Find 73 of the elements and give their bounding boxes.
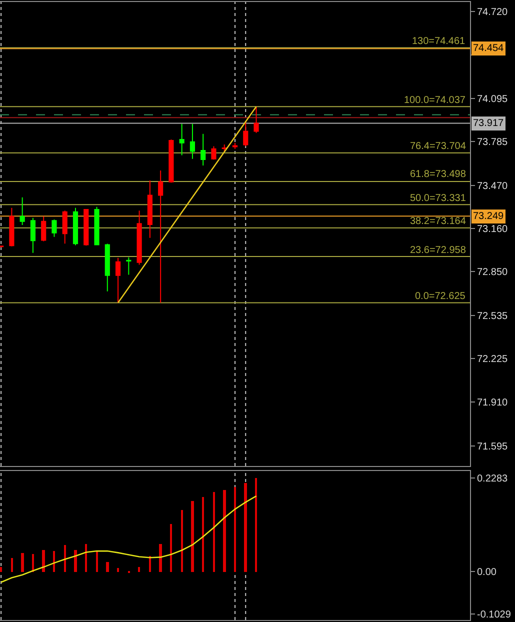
candlestick — [222, 144, 227, 152]
bar — [234, 487, 236, 572]
candlestick — [115, 257, 121, 304]
ref-line-label: 74.454 — [473, 43, 504, 54]
candlestick — [20, 196, 25, 226]
bar — [255, 478, 257, 572]
bar — [202, 497, 204, 572]
ref-line-label: 73.917 — [473, 118, 504, 129]
y-tick-label: 72.535 — [477, 310, 508, 322]
annotation: 38.2=73.164 — [410, 216, 466, 227]
bar — [0, 567, 2, 572]
candlestick — [200, 133, 206, 166]
bar — [53, 551, 55, 572]
candlestick — [158, 170, 164, 304]
candlestick — [84, 208, 89, 246]
bar — [74, 550, 77, 572]
bar — [106, 562, 109, 572]
bar — [85, 544, 87, 572]
bar — [149, 556, 151, 572]
y-tick-label: 0.2283 — [477, 473, 508, 484]
y-tick-label: 73.160 — [477, 224, 508, 235]
annotation: 0.0=72.625 — [415, 291, 466, 302]
candlestick — [72, 207, 78, 246]
annotation: 61.8=73.498 — [410, 169, 466, 180]
y-tick-label: 0.00 — [477, 567, 497, 578]
candlestick — [243, 121, 248, 147]
annotation: 50.0=73.331 — [410, 193, 466, 204]
candlestick — [104, 243, 110, 292]
annotation: 23.6=72.958 — [410, 245, 466, 256]
candlestick — [211, 146, 216, 160]
candlestick — [94, 206, 100, 246]
candlestick — [147, 180, 152, 238]
bar — [32, 554, 34, 572]
bar — [181, 510, 183, 572]
candlestick — [52, 219, 57, 238]
candlestick — [41, 216, 46, 242]
y-tick-label: 71.595 — [477, 441, 508, 452]
candlestick — [62, 210, 68, 244]
bar — [170, 524, 172, 572]
candlestick — [254, 106, 259, 134]
bar — [213, 492, 215, 572]
y-tick-label: 73.785 — [477, 137, 508, 148]
bar — [244, 483, 247, 572]
bar — [159, 544, 162, 572]
bar — [191, 501, 194, 572]
candlestick — [190, 123, 196, 160]
y-tick-label: 72.850 — [477, 267, 508, 278]
bar — [223, 490, 226, 572]
bar — [21, 553, 24, 572]
y-tick-label: 72.225 — [477, 354, 508, 365]
candlestick — [126, 256, 132, 276]
bar — [96, 551, 98, 572]
y-tick-label: -0.1029 — [477, 609, 512, 620]
candlestick — [136, 210, 142, 266]
y-tick-label: 74.720 — [477, 7, 508, 18]
y-tick-label: 71.910 — [477, 398, 508, 409]
candlestick — [30, 217, 36, 254]
bar — [138, 567, 140, 572]
line-series — [0, 495, 257, 583]
candlestick — [179, 123, 184, 156]
candlestick — [168, 139, 174, 184]
y-tick-label: 74.095 — [477, 94, 508, 106]
y-tick-label: 73.470 — [477, 180, 508, 192]
bar — [42, 550, 45, 572]
bar — [11, 558, 13, 572]
candlestick — [9, 207, 14, 247]
bar — [64, 545, 66, 572]
annotation: 76.4=73.704 — [410, 141, 466, 152]
ref-line-label: 73.249 — [473, 211, 504, 222]
annotation: 100.0=74.037 — [404, 95, 466, 106]
bar — [117, 568, 119, 572]
candlestick — [232, 142, 238, 150]
annotation: 130=74.461 — [412, 36, 466, 47]
